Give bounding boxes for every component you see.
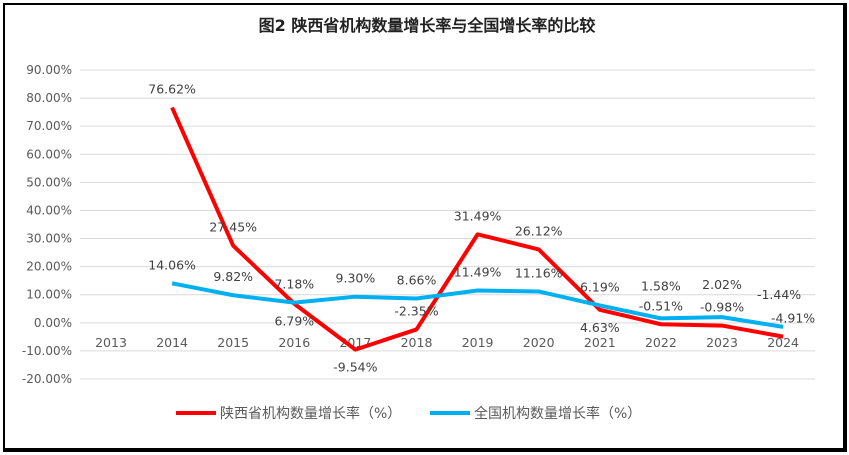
data-label: 11.16% [515, 265, 563, 280]
y-tick-label: 90.00% [26, 63, 72, 77]
data-label: -4.91% [771, 311, 815, 326]
y-tick-label: 10.00% [26, 288, 72, 302]
y-tick-label: -10.00% [22, 344, 72, 358]
data-label: 9.82% [213, 269, 253, 284]
data-label: 26.12% [515, 223, 563, 238]
x-tick-label: 2016 [278, 335, 310, 350]
data-label: 14.06% [148, 257, 196, 272]
y-tick-label: 80.00% [26, 91, 72, 105]
y-tick-label: 60.00% [26, 147, 72, 161]
data-label: 11.49% [454, 265, 502, 280]
y-tick-label: 50.00% [26, 175, 72, 189]
x-tick-label: 2021 [584, 335, 616, 350]
data-label: 76.62% [148, 82, 196, 97]
data-label: 27.45% [209, 220, 257, 235]
y-tick-label: 0.00% [34, 316, 72, 330]
data-label: 9.30% [336, 271, 376, 286]
series-line-1 [171, 281, 784, 329]
data-label: -1.44% [757, 287, 801, 302]
legend-label: 陕西省机构数量增长率（%） [220, 405, 401, 422]
data-label: 4.63% [580, 320, 620, 335]
x-tick-label: 2015 [217, 335, 249, 350]
chart-title: 图2 陕西省机构数量增长率与全国增长率的比较 [259, 16, 596, 35]
data-label: -2.35% [394, 303, 438, 318]
x-tick-label: 2013 [95, 335, 127, 350]
y-tick-label: -20.00% [22, 372, 72, 386]
legend-label: 全国机构数量增长率（%） [474, 405, 641, 422]
x-tick-label: 2023 [706, 335, 738, 350]
data-label: 6.19% [580, 279, 620, 294]
x-tick-label: 2020 [523, 335, 555, 350]
series-line-0 [170, 106, 784, 352]
data-label: 2.02% [702, 277, 742, 292]
data-label: 8.66% [397, 272, 437, 287]
y-tick-label: 20.00% [26, 260, 72, 274]
data-label: 6.79% [274, 314, 314, 329]
data-label: -0.98% [700, 300, 744, 315]
x-tick-label: 2022 [645, 335, 677, 350]
x-tick-label: 2018 [401, 335, 433, 350]
chart-frame [3, 3, 847, 452]
data-label: -9.54% [333, 360, 377, 375]
x-tick-label: 2014 [156, 335, 188, 350]
x-tick-label: 2019 [462, 335, 494, 350]
y-tick-label: 30.00% [26, 232, 72, 246]
x-tick-label: 2024 [767, 335, 799, 350]
data-label: 31.49% [454, 208, 502, 223]
data-label: 1.58% [641, 278, 681, 293]
data-label: -0.51% [639, 298, 683, 313]
data-label: 7.18% [274, 277, 314, 292]
y-tick-label: 40.00% [26, 203, 72, 217]
y-tick-label: 70.00% [26, 119, 72, 133]
